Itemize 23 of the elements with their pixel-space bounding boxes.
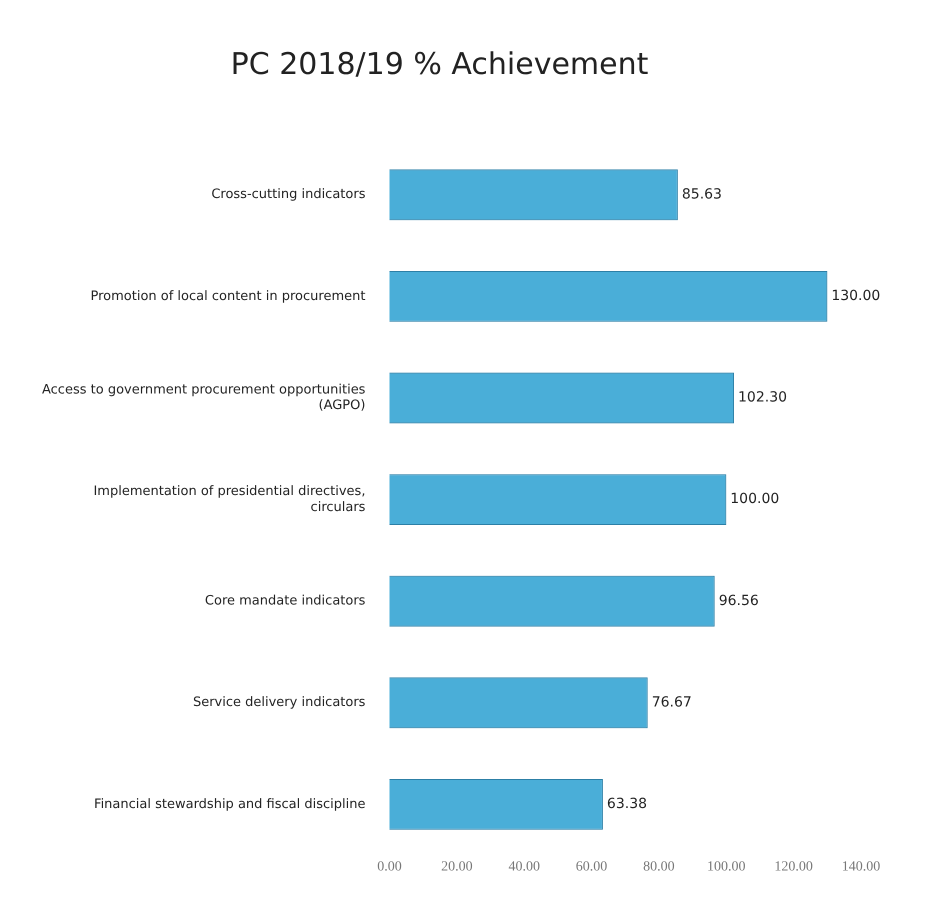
data-label: 63.38 <box>606 796 648 812</box>
y-tick-label: Promotion of local content in procurement <box>90 288 366 304</box>
x-tick-label: 80.00 <box>643 859 675 874</box>
data-label: 102.30 <box>738 390 788 406</box>
x-tick-label: 0.00 <box>377 859 402 874</box>
y-tick-label: Cross-cutting indicators <box>211 187 366 202</box>
data-label: 96.56 <box>718 592 759 609</box>
x-tick-label: 120.00 <box>774 859 813 874</box>
x-tick-label: 100.00 <box>707 859 746 874</box>
x-tick-label: 40.00 <box>508 859 540 874</box>
x-tick-label: 60.00 <box>576 859 608 874</box>
x-tick-label: 140.00 <box>842 859 880 874</box>
y-tick-label: Core mandate indicators <box>204 594 366 609</box>
data-label: 85.63 <box>682 186 722 202</box>
y-tick-label: Financial stewardship and fiscal discipline <box>94 796 366 812</box>
data-label: 100.00 <box>730 491 780 508</box>
y-tick-label: Access to government procurement opportunities (AGPO) <box>42 382 366 414</box>
x-tick-label: 20.00 <box>441 859 473 874</box>
data-label: 76.67 <box>652 694 692 710</box>
data-label: 130.00 <box>831 288 880 304</box>
chart-title: PC 2018/19 % Achievement <box>230 46 649 82</box>
y-tick-label: Service delivery indicators <box>192 695 366 710</box>
y-tick-label: Implementation of presidential directives, circulars <box>93 484 366 515</box>
